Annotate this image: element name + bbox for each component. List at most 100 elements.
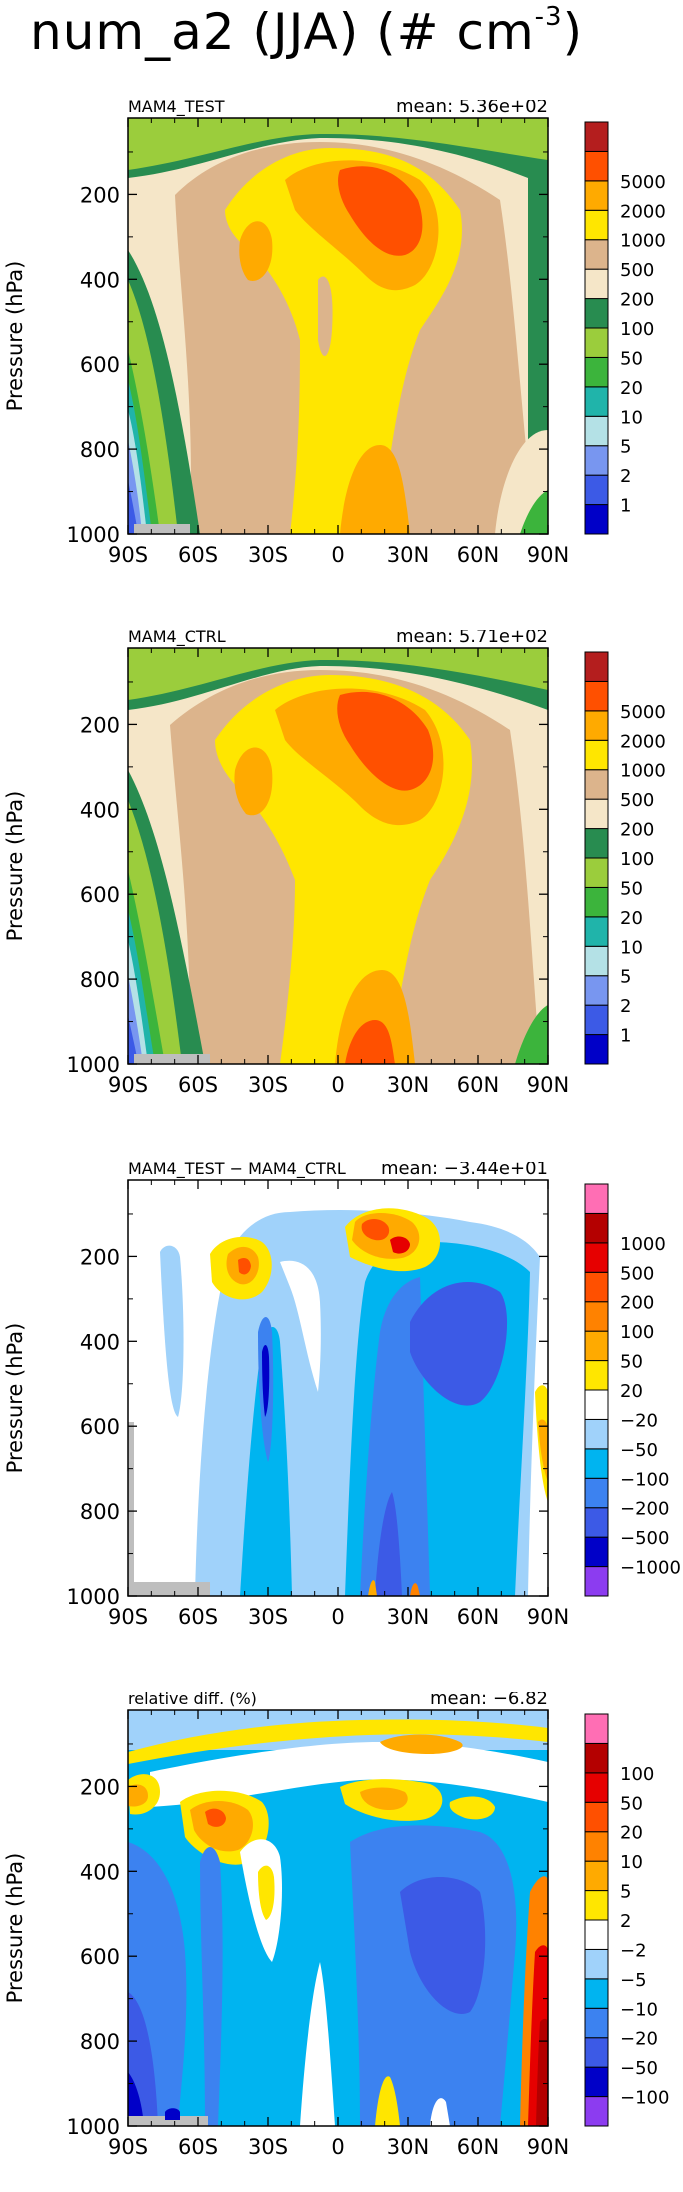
y-tick-label: 800 [80, 438, 120, 462]
colorbar-box [584, 415, 609, 447]
y-tick-label: 600 [80, 1415, 120, 1439]
colorbar-box [584, 2037, 609, 2068]
colorbar-label: 2 [620, 466, 631, 487]
colorbar-box [584, 1360, 609, 1391]
colorbar-label: 50 [620, 878, 643, 899]
colorbar-label: 10 [620, 937, 643, 958]
y-tick-label: 400 [80, 1330, 120, 1354]
colorbar-box [584, 945, 609, 977]
colorbar-box [584, 798, 609, 830]
x-tick-label: 90N [527, 1605, 569, 1629]
colorbar-box [584, 1330, 609, 1362]
colorbar-label: −100 [620, 1469, 669, 1490]
colorbar-box [584, 916, 609, 947]
colorbar-box [584, 1271, 609, 1303]
colorbar-label: −5 [620, 1970, 647, 1991]
colorbar-box [584, 180, 609, 211]
colorbar-box [584, 268, 609, 300]
colorbar-label: −50 [620, 1440, 658, 1461]
colorbar-box [584, 386, 609, 417]
colorbar-label: 5 [620, 437, 631, 458]
colorbar-box [584, 1301, 609, 1332]
colorbar-label: 100 [620, 1764, 654, 1785]
colorbar-label: 1000 [620, 231, 666, 252]
colorbar-box [584, 1448, 609, 1479]
y-axis-label: Pressure (hPa) [3, 791, 27, 942]
colorbar-label: 50 [620, 1352, 643, 1373]
colorbar-label: 100 [620, 849, 654, 870]
colorbar-label: −10 [620, 1999, 658, 2020]
colorbar-label: 5 [620, 967, 631, 988]
x-tick-label: 30N [387, 2135, 429, 2159]
axes: 90S 60S 30S 0 30N 60N 90N 200 400 600 800 1000 Press… [3, 1180, 569, 1629]
colorbar-box [584, 1212, 609, 1244]
panel-diff: MAM4_TEST − MAM4_CTRL mean: −3.44e+01 90… [3, 1162, 681, 1629]
x-tick-label: 30S [248, 2135, 288, 2159]
x-tick-label: 90N [527, 1073, 569, 1097]
colorbar-label: −100 [620, 2088, 669, 2109]
colorbar-box [584, 1004, 609, 1036]
x-tick-label: 60N [457, 2135, 499, 2159]
panel-mean-label: mean: 5.71e+02 [396, 630, 548, 647]
axes: 90S 60S 30S 0 30N 60N 90N 200 400 600 800 1000 Press… [3, 1710, 569, 2159]
colorbar-label: 100 [620, 319, 654, 340]
x-tick-label: 0 [331, 2135, 344, 2159]
colorbar-box [584, 1742, 609, 1774]
colorbar: −1000 −500 −200 −100 −50 −20 20 50 100 200 500 1000 [584, 1183, 681, 1597]
colorbar-box [584, 1418, 609, 1450]
colorbar-box [584, 445, 609, 476]
colorbar-box [584, 2066, 609, 2098]
contour-field [128, 118, 548, 534]
colorbar-label: 10 [620, 1852, 643, 1873]
x-tick-label: 30S [248, 1605, 288, 1629]
colorbar-label: 500 [620, 1263, 654, 1284]
colorbar-label: 5000 [620, 172, 666, 193]
colorbar-label: 50 [620, 1793, 643, 1814]
panel-left-label: relative diff. (%) [128, 1692, 257, 1708]
panel-mean-label: mean: 5.36e+02 [396, 100, 548, 117]
x-tick-label: 90S [108, 1073, 148, 1097]
y-tick-label: 400 [80, 798, 120, 822]
colorbar-box [584, 828, 609, 859]
colorbar-box [584, 857, 609, 888]
y-tick-label: 600 [80, 883, 120, 907]
contour-field [128, 1180, 548, 1596]
colorbar-box [584, 1242, 609, 1273]
x-tick-label: 90N [527, 2135, 569, 2159]
y-tick-label: 200 [80, 1245, 120, 1269]
x-tick-label: 60S [178, 1073, 218, 1097]
x-tick-label: 0 [331, 543, 344, 567]
y-tick-label: 200 [80, 183, 120, 207]
y-axis-label: Pressure (hPa) [3, 1323, 27, 1474]
x-tick-label: 60N [457, 1605, 499, 1629]
panel-ctrl: MAM4_CTRL mean: 5.71e+02 90S 60S 30S 0 30N 60… [3, 630, 666, 1097]
colorbar-box [584, 1801, 609, 1833]
colorbar-box [584, 2096, 609, 2127]
colorbar-box [584, 1919, 609, 1950]
y-tick-label: 1000 [67, 523, 120, 547]
y-tick-label: 800 [80, 2030, 120, 2054]
x-tick-label: 30N [387, 1605, 429, 1629]
colorbar-box [584, 769, 609, 800]
colorbar-label: 5 [620, 1882, 631, 1903]
colorbar-box [584, 710, 609, 741]
x-tick-label: 30N [387, 543, 429, 567]
colorbar-box [584, 1772, 609, 1803]
figure-title: num_a2 (JJA) (# cm-3) [30, 2, 583, 61]
colorbar-box [584, 474, 609, 506]
x-tick-label: 60S [178, 1605, 218, 1629]
colorbar-box [584, 680, 609, 712]
colorbar-label: 20 [620, 908, 643, 929]
colorbar: 1 2 5 10 20 50 100 200 500 1000 2000 5000 [584, 651, 666, 1065]
axes: 90S 60S 30S 0 30N 60N 90N 200 400 600 800 1000 Press… [3, 118, 569, 567]
y-tick-label: 600 [80, 1945, 120, 1969]
colorbar-box [584, 356, 609, 388]
colorbar-box [584, 1890, 609, 1921]
colorbar-box [584, 298, 609, 329]
y-tick-label: 800 [80, 1500, 120, 1524]
colorbar-label: 2000 [620, 731, 666, 752]
x-tick-label: 90N [527, 543, 569, 567]
axes: 90S 60S 30S 0 30N 60N 90N 200 400 600 800 1000 Press… [3, 648, 569, 1097]
x-tick-label: 90S [108, 1605, 148, 1629]
contour-field [128, 1710, 548, 2126]
